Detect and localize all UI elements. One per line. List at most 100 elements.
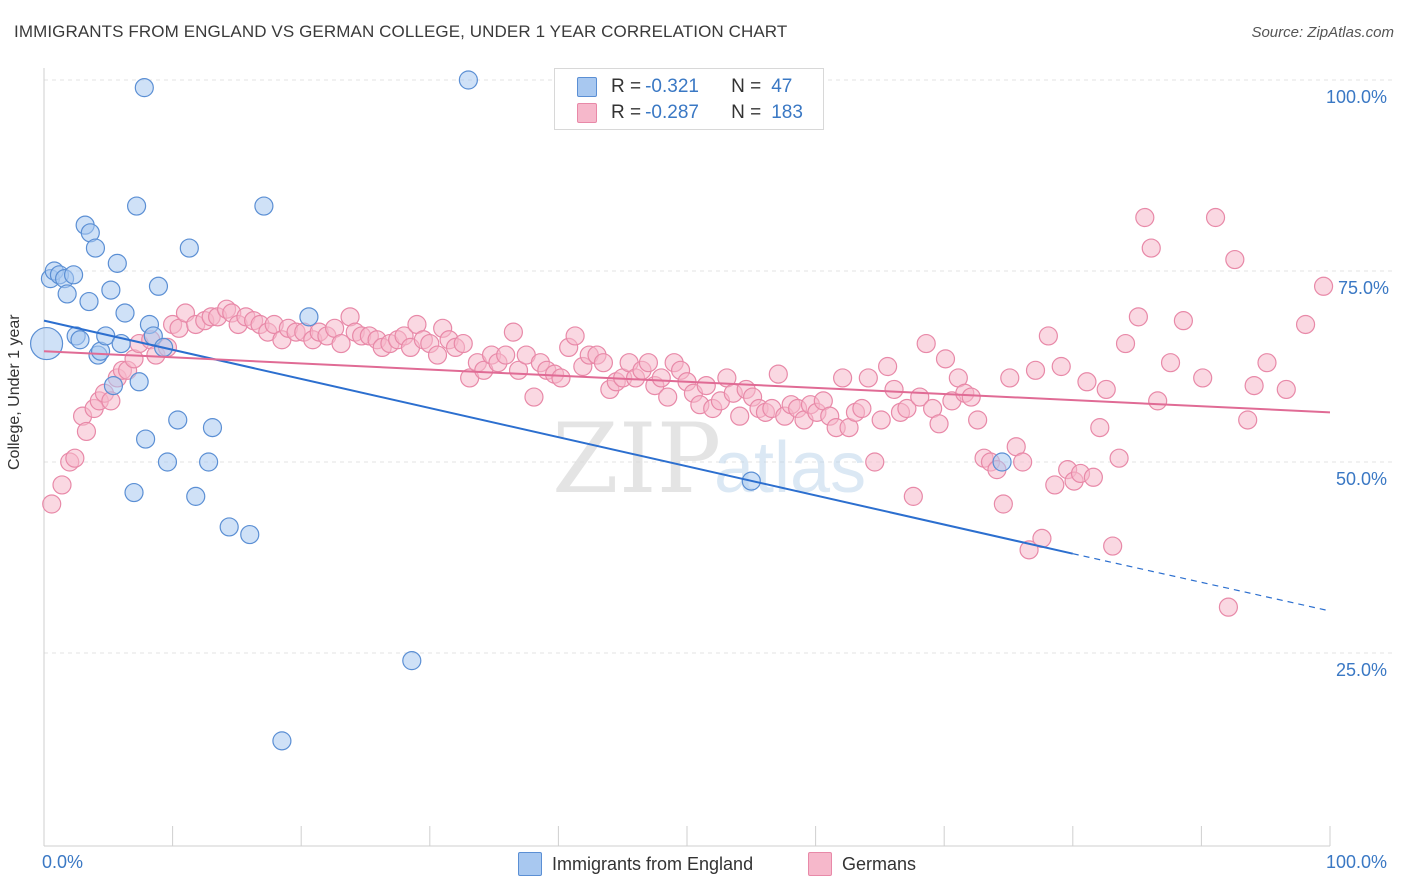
england-point: [70, 330, 90, 350]
germans-swatch: [577, 103, 597, 123]
england-n-value: 47: [771, 76, 793, 97]
germans-point: [331, 333, 351, 354]
england-point: [63, 265, 84, 285]
germans-point: [1096, 379, 1116, 400]
germans-point: [993, 494, 1013, 514]
germans-point: [593, 353, 614, 373]
germans-r-value: -0.287: [645, 102, 699, 123]
y-tick-50: 50.0%: [1336, 469, 1388, 489]
england-r-value: -0.321: [645, 76, 699, 97]
germans-point: [524, 387, 544, 407]
germans-point: [565, 326, 585, 346]
germans-point: [638, 353, 659, 373]
england-legend-swatch: [518, 852, 542, 876]
germans-point: [916, 333, 936, 354]
england-legend-label: Immigrants from England: [552, 853, 754, 874]
germans-point: [1115, 333, 1136, 354]
germans-point: [1109, 448, 1129, 468]
germans-point: [658, 387, 678, 407]
germans-point: [768, 364, 788, 384]
legend-item-england[interactable]: Immigrants from England: [518, 852, 753, 876]
germans-point: [1205, 207, 1226, 228]
germans-point: [935, 349, 956, 369]
germans-point: [884, 379, 904, 400]
source-label: Source: ZipAtlas.com: [1251, 24, 1394, 41]
germans-legend-label: Germans: [842, 853, 917, 874]
england-point: [179, 238, 199, 258]
germans-point: [496, 345, 516, 365]
germans-point: [1160, 353, 1181, 373]
trend-lines: [43, 319, 1331, 612]
england-point: [219, 517, 239, 537]
germans-point: [897, 398, 917, 419]
germans-point: [1193, 368, 1213, 388]
germans-point: [1276, 379, 1296, 400]
germans-point: [1218, 597, 1239, 617]
germans-point: [52, 475, 72, 495]
germans-point: [1128, 307, 1148, 327]
legend-item-germans[interactable]: Germans: [808, 852, 916, 876]
germans-legend-swatch: [808, 852, 832, 876]
watermark: ZIP atlas: [552, 403, 866, 515]
england-point: [202, 418, 223, 438]
y-tick-25: 25.0%: [1336, 660, 1388, 680]
germans-point: [1313, 276, 1334, 296]
germans-point: [1141, 238, 1161, 258]
watermark-atlas: atlas: [714, 428, 866, 508]
england-point: [29, 326, 64, 361]
germans-point: [1083, 467, 1103, 487]
n-label: N =: [731, 76, 762, 97]
germans-point: [1090, 418, 1110, 438]
n-label: N =: [731, 102, 762, 123]
germans-point: [1225, 249, 1245, 270]
germans-point: [1025, 360, 1046, 380]
germans-point: [1013, 452, 1033, 472]
germans-point: [1077, 372, 1097, 392]
england-point: [240, 524, 260, 545]
england-points: [29, 70, 1012, 751]
england-point: [124, 482, 144, 503]
germans-point: [503, 322, 523, 342]
germans-point: [1238, 410, 1258, 430]
r-label: R =: [611, 102, 642, 123]
germans-point: [76, 421, 97, 442]
england-point: [129, 372, 149, 392]
germans-point: [833, 368, 853, 388]
england-point: [107, 253, 127, 273]
germans-point: [1000, 368, 1020, 388]
germans-trend-line: [43, 350, 1331, 414]
england-point: [85, 238, 106, 258]
germans-point: [730, 406, 750, 426]
england-point: [272, 731, 292, 751]
germans-point: [1051, 356, 1071, 377]
germans-point: [865, 452, 885, 472]
germans-point: [871, 410, 891, 430]
england-point: [254, 196, 274, 216]
england-point: [126, 196, 147, 216]
england-point: [135, 429, 156, 449]
r-label: R =: [611, 76, 642, 97]
germans-point: [852, 398, 872, 419]
y-tick-75: 75.0%: [1338, 278, 1390, 298]
germans-point: [968, 410, 988, 430]
germans-point: [696, 376, 716, 396]
germans-point: [1135, 207, 1155, 228]
england-point: [57, 284, 77, 304]
legend-row-germans: R = -0.287 N = 183: [577, 101, 803, 125]
england-point: [79, 291, 99, 312]
germans-point: [1045, 475, 1065, 495]
germans-point: [1257, 353, 1277, 373]
chart-title: IMMIGRANTS FROM ENGLAND VS GERMAN COLLEG…: [14, 22, 788, 41]
watermark-zip: ZIP: [552, 403, 721, 515]
england-point: [157, 452, 178, 472]
england-point: [992, 452, 1012, 472]
england-point: [199, 452, 219, 472]
england-trend-extension: [1072, 553, 1331, 612]
germans-points: [42, 207, 1334, 617]
legend-row-england: R = -0.321 N = 47: [577, 75, 792, 99]
x-tick-min: 0.0%: [42, 852, 84, 872]
germans-point: [1173, 311, 1193, 331]
germans-point: [858, 368, 878, 388]
germans-point: [1103, 536, 1123, 556]
